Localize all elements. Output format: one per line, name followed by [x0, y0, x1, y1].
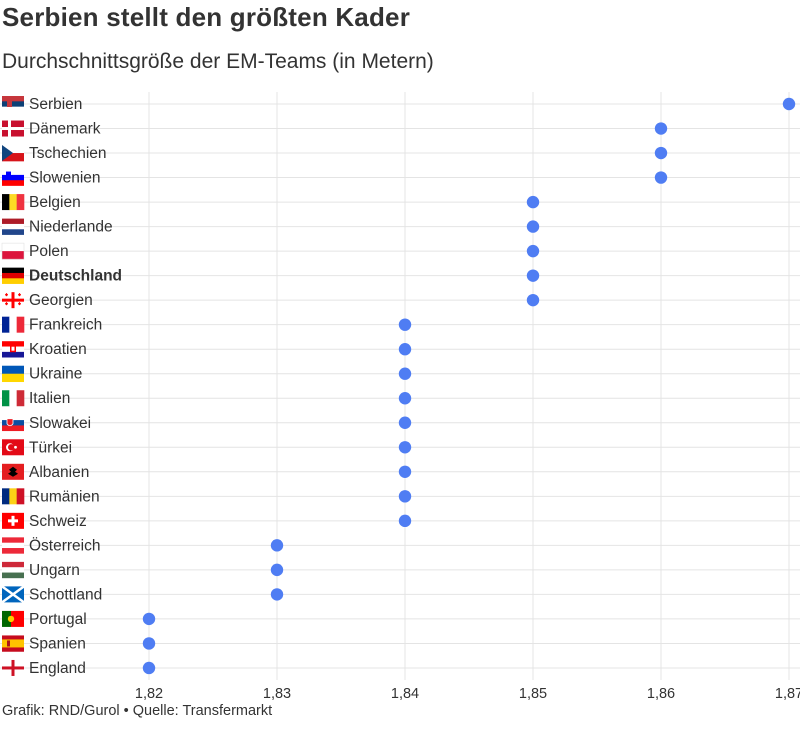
team-label: Rumänien: [29, 488, 100, 505]
poland-flag-icon: [1, 242, 25, 260]
team-label: Türkei: [29, 439, 72, 456]
dot-plot: 1,82 1,83 1,84 1,85 1,86 1,87 Serbien Dänemark T…: [0, 92, 800, 700]
team-label: Deutschland: [29, 268, 122, 285]
albania-flag-icon: [2, 463, 24, 480]
chart-subtitle: Durchschnittsgröße der EM-Teams (in Mete…: [2, 50, 434, 73]
hungary-flag-icon: [2, 561, 24, 579]
x-tick-label: 1,87: [775, 686, 800, 700]
turkey-flag-icon: [2, 439, 24, 456]
germany-flag-icon: [2, 267, 24, 284]
data-point: [654, 171, 668, 184]
spain-flag-icon: [2, 635, 24, 652]
team-label: Dänemark: [29, 121, 101, 138]
team-label: Ukraine: [29, 366, 82, 383]
team-label: Portugal: [29, 611, 87, 628]
georgia-flag-icon: [2, 292, 24, 309]
data-point: [654, 122, 668, 135]
data-point: [270, 539, 284, 552]
belgium-flag-icon: [2, 194, 25, 211]
data-point: [526, 293, 540, 307]
data-point: [142, 661, 156, 675]
data-point: [398, 465, 412, 478]
x-tick-label: 1,85: [519, 686, 547, 700]
data-point: [526, 269, 540, 282]
italy-flag-icon: [2, 390, 25, 407]
czechia-flag-icon: [2, 145, 24, 162]
team-label: Belgien: [29, 194, 81, 211]
data-point: [654, 146, 668, 160]
scotland-flag-icon: [1, 585, 25, 604]
slovakia-flag-icon: [2, 414, 24, 432]
austria-flag-icon: [2, 537, 24, 554]
team-label: Österreich: [29, 536, 101, 554]
data-point: [398, 514, 412, 528]
data-point: [270, 563, 284, 577]
team-label: Schottland: [29, 586, 102, 603]
data-point: [142, 637, 156, 650]
england-flag-icon: [2, 659, 24, 676]
team-label: Ungarn: [29, 562, 80, 579]
data-point: [270, 588, 284, 601]
data-point: [526, 244, 540, 258]
team-label: Italien: [29, 390, 70, 407]
data-point: [526, 220, 540, 233]
team-label: Georgien: [29, 292, 93, 309]
x-tick-label: 1,86: [647, 686, 675, 700]
team-label: Slowakei: [29, 415, 91, 432]
data-point: [526, 195, 540, 209]
team-label: Albanien: [29, 464, 89, 481]
serbia-flag-icon: [2, 96, 24, 113]
croatia-flag-icon: [2, 341, 24, 358]
x-tick-label: 1,83: [263, 686, 291, 700]
romania-flag-icon: [2, 488, 25, 505]
team-label: Polen: [29, 243, 69, 260]
data-point: [398, 441, 412, 454]
team-label: Tschechien: [29, 145, 107, 162]
team-label: Slowenien: [29, 170, 101, 187]
data-point: [142, 612, 156, 626]
denmark-flag-icon: [2, 120, 24, 137]
team-label: Kroatien: [29, 341, 87, 358]
france-flag-icon: [2, 316, 25, 333]
source-credit: Grafik: RND/Gurol • Quelle: Transfermark…: [2, 703, 273, 719]
data-point: [398, 416, 412, 429]
team-label: Frankreich: [29, 317, 102, 334]
team-label: Niederlande: [29, 219, 113, 236]
team-label: Spanien: [29, 635, 86, 652]
data-point: [398, 490, 412, 503]
data-point: [782, 97, 796, 111]
switzerland-flag-icon: [2, 512, 24, 529]
team-label: England: [29, 660, 86, 677]
slovenia-flag-icon: [2, 169, 24, 186]
data-point: [398, 367, 412, 380]
team-label: Schweiz: [29, 513, 87, 530]
data-point: [398, 343, 412, 356]
ukraine-flag-icon: [2, 365, 24, 383]
portugal-flag-icon: [2, 610, 24, 627]
x-tick-label: 1,84: [391, 686, 419, 700]
x-tick-label: 1,82: [135, 686, 163, 700]
chart-title: Serbien stellt den größten Kader: [2, 2, 411, 32]
team-label: Serbien: [29, 96, 82, 113]
netherlands-flag-icon: [2, 218, 24, 235]
data-point: [398, 392, 412, 405]
data-point: [398, 318, 412, 331]
